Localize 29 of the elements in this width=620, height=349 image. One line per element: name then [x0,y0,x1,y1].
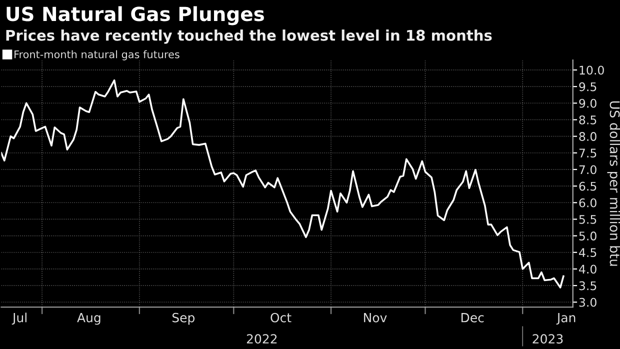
x-tick-label: Jan [556,313,576,325]
y-tick-label: 3.0 [579,298,596,307]
y-tick-label: 9.0 [579,98,596,108]
y-tick-label: 4.0 [579,264,596,274]
y-tick-label: 6.5 [579,182,596,191]
x-tick-label: Nov [364,313,387,322]
y-tick-label: 5.5 [579,215,596,224]
y-tick-label: 7.5 [579,148,596,158]
y-tick-label: 8.0 [579,132,596,141]
y-tick-label: 7.0 [579,165,596,174]
x-tick-label: Dec [462,313,484,322]
y-tick-label: 3.5 [579,281,596,290]
y-tick-label: 6.0 [579,198,596,208]
y-tick-label: 9.5 [579,82,596,92]
legend-label: Front-month natural gas futures [14,50,180,60]
y-tick-label: 5.0 [579,232,596,240]
text: 2023 [532,334,563,344]
text: 2022 [246,334,277,344]
line-series [1,79,564,288]
x-tick-label: Aug [77,313,100,325]
chart-title: US Natural Gas Plunges [6,6,264,26]
chart-subtitle: Prices have recently touched the lowest level in 18 months [6,30,492,44]
y-tick-label: 4.5 [579,248,596,258]
x-tick-label: Oct [270,312,292,322]
y-tick-label: 10.0 [580,66,604,75]
x-tick-label: Sep [172,312,195,325]
x-tick-label: Jul [12,312,26,325]
y-tick-label: 8.5 [579,115,596,124]
y-axis-title: US dollars per million btu [607,101,620,266]
